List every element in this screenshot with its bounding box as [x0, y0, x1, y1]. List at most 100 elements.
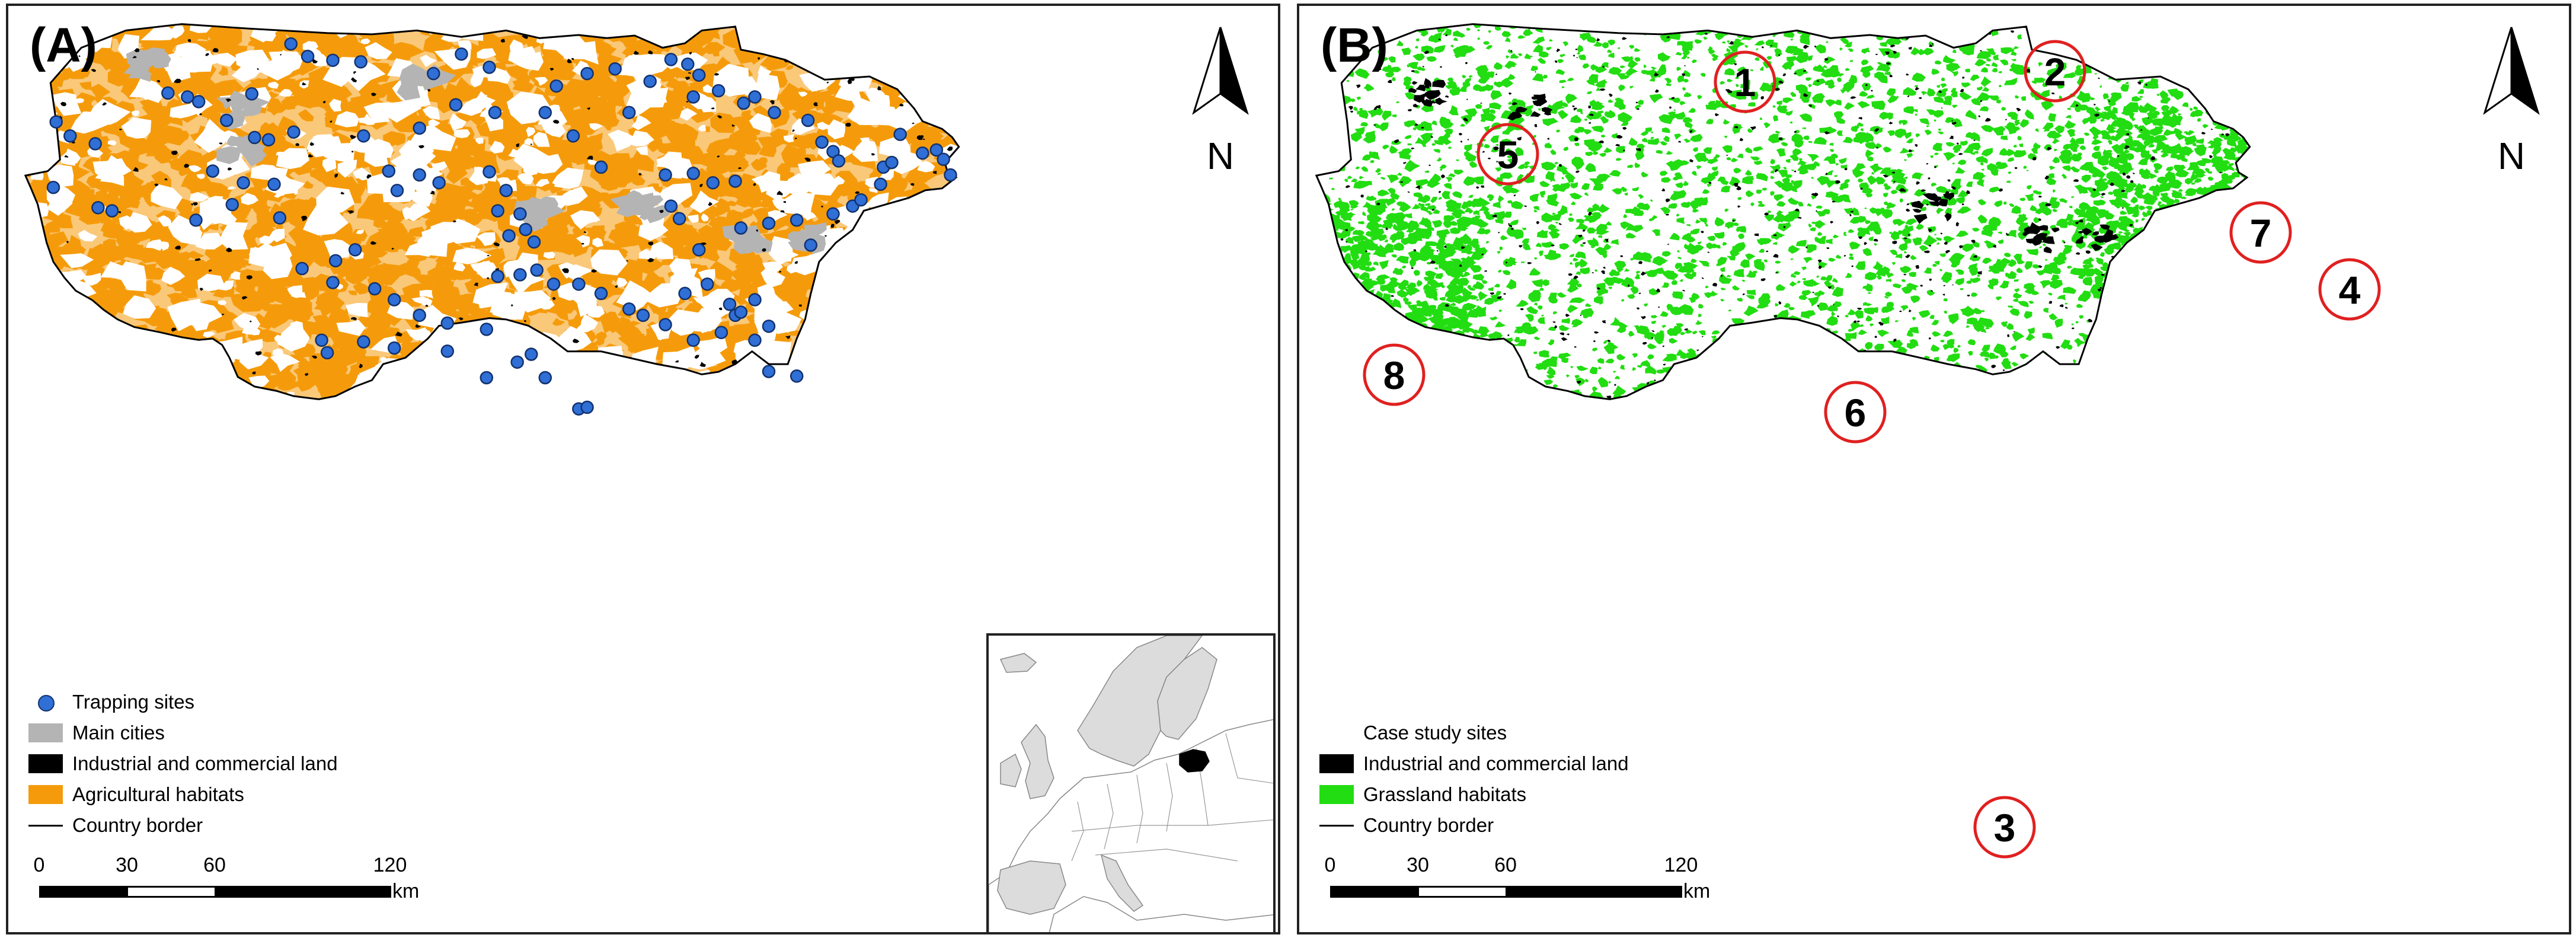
scale-tick: 30	[116, 854, 138, 876]
land-patch	[894, 278, 922, 303]
land-patch	[1354, 308, 1363, 315]
land-patch	[390, 391, 412, 400]
land-patch	[820, 24, 849, 36]
land-patch	[2242, 337, 2250, 342]
land-patch	[840, 119, 863, 135]
land-patch	[185, 370, 201, 386]
land-patch	[25, 282, 60, 306]
land-patch	[161, 267, 186, 285]
land-patch	[570, 210, 601, 229]
land-patch	[848, 374, 863, 387]
land-patch	[2092, 391, 2104, 400]
land-patch	[618, 394, 629, 400]
land-patch	[885, 391, 911, 400]
land-patch	[149, 343, 164, 353]
land-patch	[675, 145, 705, 164]
land-patch	[928, 321, 958, 344]
land-patch	[303, 180, 314, 189]
land-patch	[814, 307, 838, 324]
land-patch	[223, 88, 234, 95]
land-patch	[49, 310, 59, 318]
land-patch	[2063, 381, 2073, 386]
land-patch	[601, 375, 616, 387]
land-patch	[1781, 181, 1794, 192]
land-patch	[732, 279, 744, 289]
land-patch	[653, 183, 693, 209]
land-patch	[862, 267, 877, 277]
land-patch	[832, 355, 858, 379]
land-patch	[1586, 78, 1595, 86]
land-patch	[1340, 343, 1345, 347]
land-patch	[595, 355, 607, 366]
land-patch	[858, 390, 868, 397]
land-patch	[627, 130, 654, 146]
land-patch	[1727, 365, 1738, 372]
land-patch	[940, 111, 959, 125]
land-patch	[538, 299, 555, 310]
land-patch	[2105, 331, 2116, 339]
land-patch	[926, 32, 939, 43]
land-patch	[878, 67, 890, 75]
land-patch	[225, 98, 232, 103]
land-patch	[496, 369, 518, 386]
land-patch	[259, 235, 274, 244]
land-patch	[1943, 55, 1956, 63]
land-patch	[919, 102, 946, 121]
land-patch	[2187, 343, 2195, 348]
land-patch	[827, 340, 837, 346]
land-patch	[487, 132, 513, 147]
land-patch	[816, 58, 831, 72]
land-patch	[896, 234, 929, 253]
land-patch	[1973, 307, 1983, 314]
land-patch	[2194, 271, 2201, 275]
land-patch	[27, 225, 51, 241]
land-patch	[567, 58, 572, 63]
land-patch	[1786, 56, 1798, 63]
land-patch	[2171, 385, 2178, 392]
land-patch	[1982, 257, 1992, 264]
legend-item-industrial: Industrial and commercial land	[25, 748, 338, 779]
trapping-site-marker	[245, 87, 259, 101]
land-patch	[779, 270, 782, 273]
land-patch	[501, 376, 514, 384]
land-patch	[2212, 43, 2216, 46]
trapping-site-marker	[714, 326, 728, 339]
land-patch	[814, 28, 845, 53]
land-patch	[2149, 367, 2157, 372]
land-patch	[529, 165, 541, 173]
land-patch	[632, 175, 645, 186]
land-patch	[73, 317, 86, 328]
land-patch	[1900, 305, 1909, 311]
land-patch	[458, 298, 477, 314]
land-patch	[341, 24, 354, 33]
land-patch	[2194, 287, 2207, 295]
land-patch	[2222, 248, 2228, 253]
land-patch	[683, 380, 695, 390]
land-patch	[359, 117, 370, 124]
land-patch	[900, 307, 928, 334]
land-patch	[622, 373, 634, 382]
land-patch	[603, 380, 630, 400]
land-patch	[860, 357, 879, 367]
land-patch	[845, 323, 858, 334]
land-patch	[96, 359, 116, 377]
land-patch	[928, 91, 959, 115]
land-patch	[305, 373, 309, 377]
land-patch	[889, 388, 903, 398]
land-patch	[231, 272, 241, 280]
land-patch	[921, 135, 924, 138]
land-patch	[868, 318, 903, 339]
land-patch	[208, 269, 212, 272]
land-patch	[1640, 130, 1648, 136]
land-patch	[669, 267, 698, 292]
land-patch	[753, 183, 756, 186]
land-patch	[592, 74, 615, 90]
land-patch	[606, 376, 645, 395]
land-patch	[602, 391, 605, 393]
land-patch	[2236, 199, 2242, 203]
land-patch	[1840, 366, 1845, 371]
land-patch	[922, 138, 925, 140]
land-patch	[212, 53, 238, 67]
land-patch	[902, 59, 914, 70]
land-patch	[116, 191, 140, 209]
